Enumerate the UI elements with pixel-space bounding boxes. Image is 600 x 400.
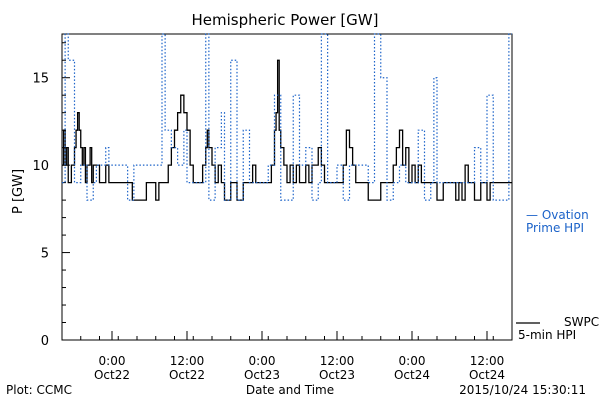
x-tick-label-date: Oct23: [244, 368, 280, 382]
y-tick-label: 0: [41, 334, 49, 349]
x-axis-label: Date and Time: [245, 383, 335, 397]
x-tick-label-time: 0:00: [99, 354, 126, 368]
x-tick-label-time: 0:00: [249, 354, 276, 368]
x-tick-label-time: 12:00: [470, 354, 505, 368]
legend-ovation-line2: Prime HPI: [526, 221, 584, 235]
x-tick-label-time: 0:00: [399, 354, 426, 368]
y-tick-label: 10: [32, 159, 49, 174]
x-tick-label-date: Oct23: [319, 368, 355, 382]
series-ovation-prime-line: [62, 33, 512, 201]
x-tick-label-date: Oct24: [469, 368, 505, 382]
legend-swpc-line2: 5-min HPI: [518, 328, 577, 342]
legend-swpc-line1: SWPC: [564, 315, 600, 329]
plot-credit: Plot: CCMC: [6, 383, 72, 397]
plot-timestamp: 2015/10/24 15:30:11: [459, 383, 586, 397]
plot-frame: [61, 33, 513, 341]
x-tick-label-date: Oct22: [94, 368, 130, 382]
x-tick-label-time: 12:00: [170, 354, 205, 368]
series-swpc-line: [62, 59, 512, 201]
legend-swpc: SWPC 5-min HPI: [518, 316, 599, 342]
y-tick-label: 15: [32, 72, 49, 87]
legend-ovation-prime: — Ovation Prime HPI: [526, 209, 589, 235]
y-axis-label: P [GW]: [11, 168, 27, 215]
chart-title: Hemispheric Power [GW]: [191, 11, 379, 29]
y-tick-label: 5: [41, 247, 49, 262]
x-tick-label-date: Oct22: [169, 368, 205, 382]
legend-ovation-line1: — Ovation: [526, 208, 589, 222]
x-tick-label-time: 12:00: [320, 354, 355, 368]
x-tick-label-date: Oct24: [394, 368, 430, 382]
